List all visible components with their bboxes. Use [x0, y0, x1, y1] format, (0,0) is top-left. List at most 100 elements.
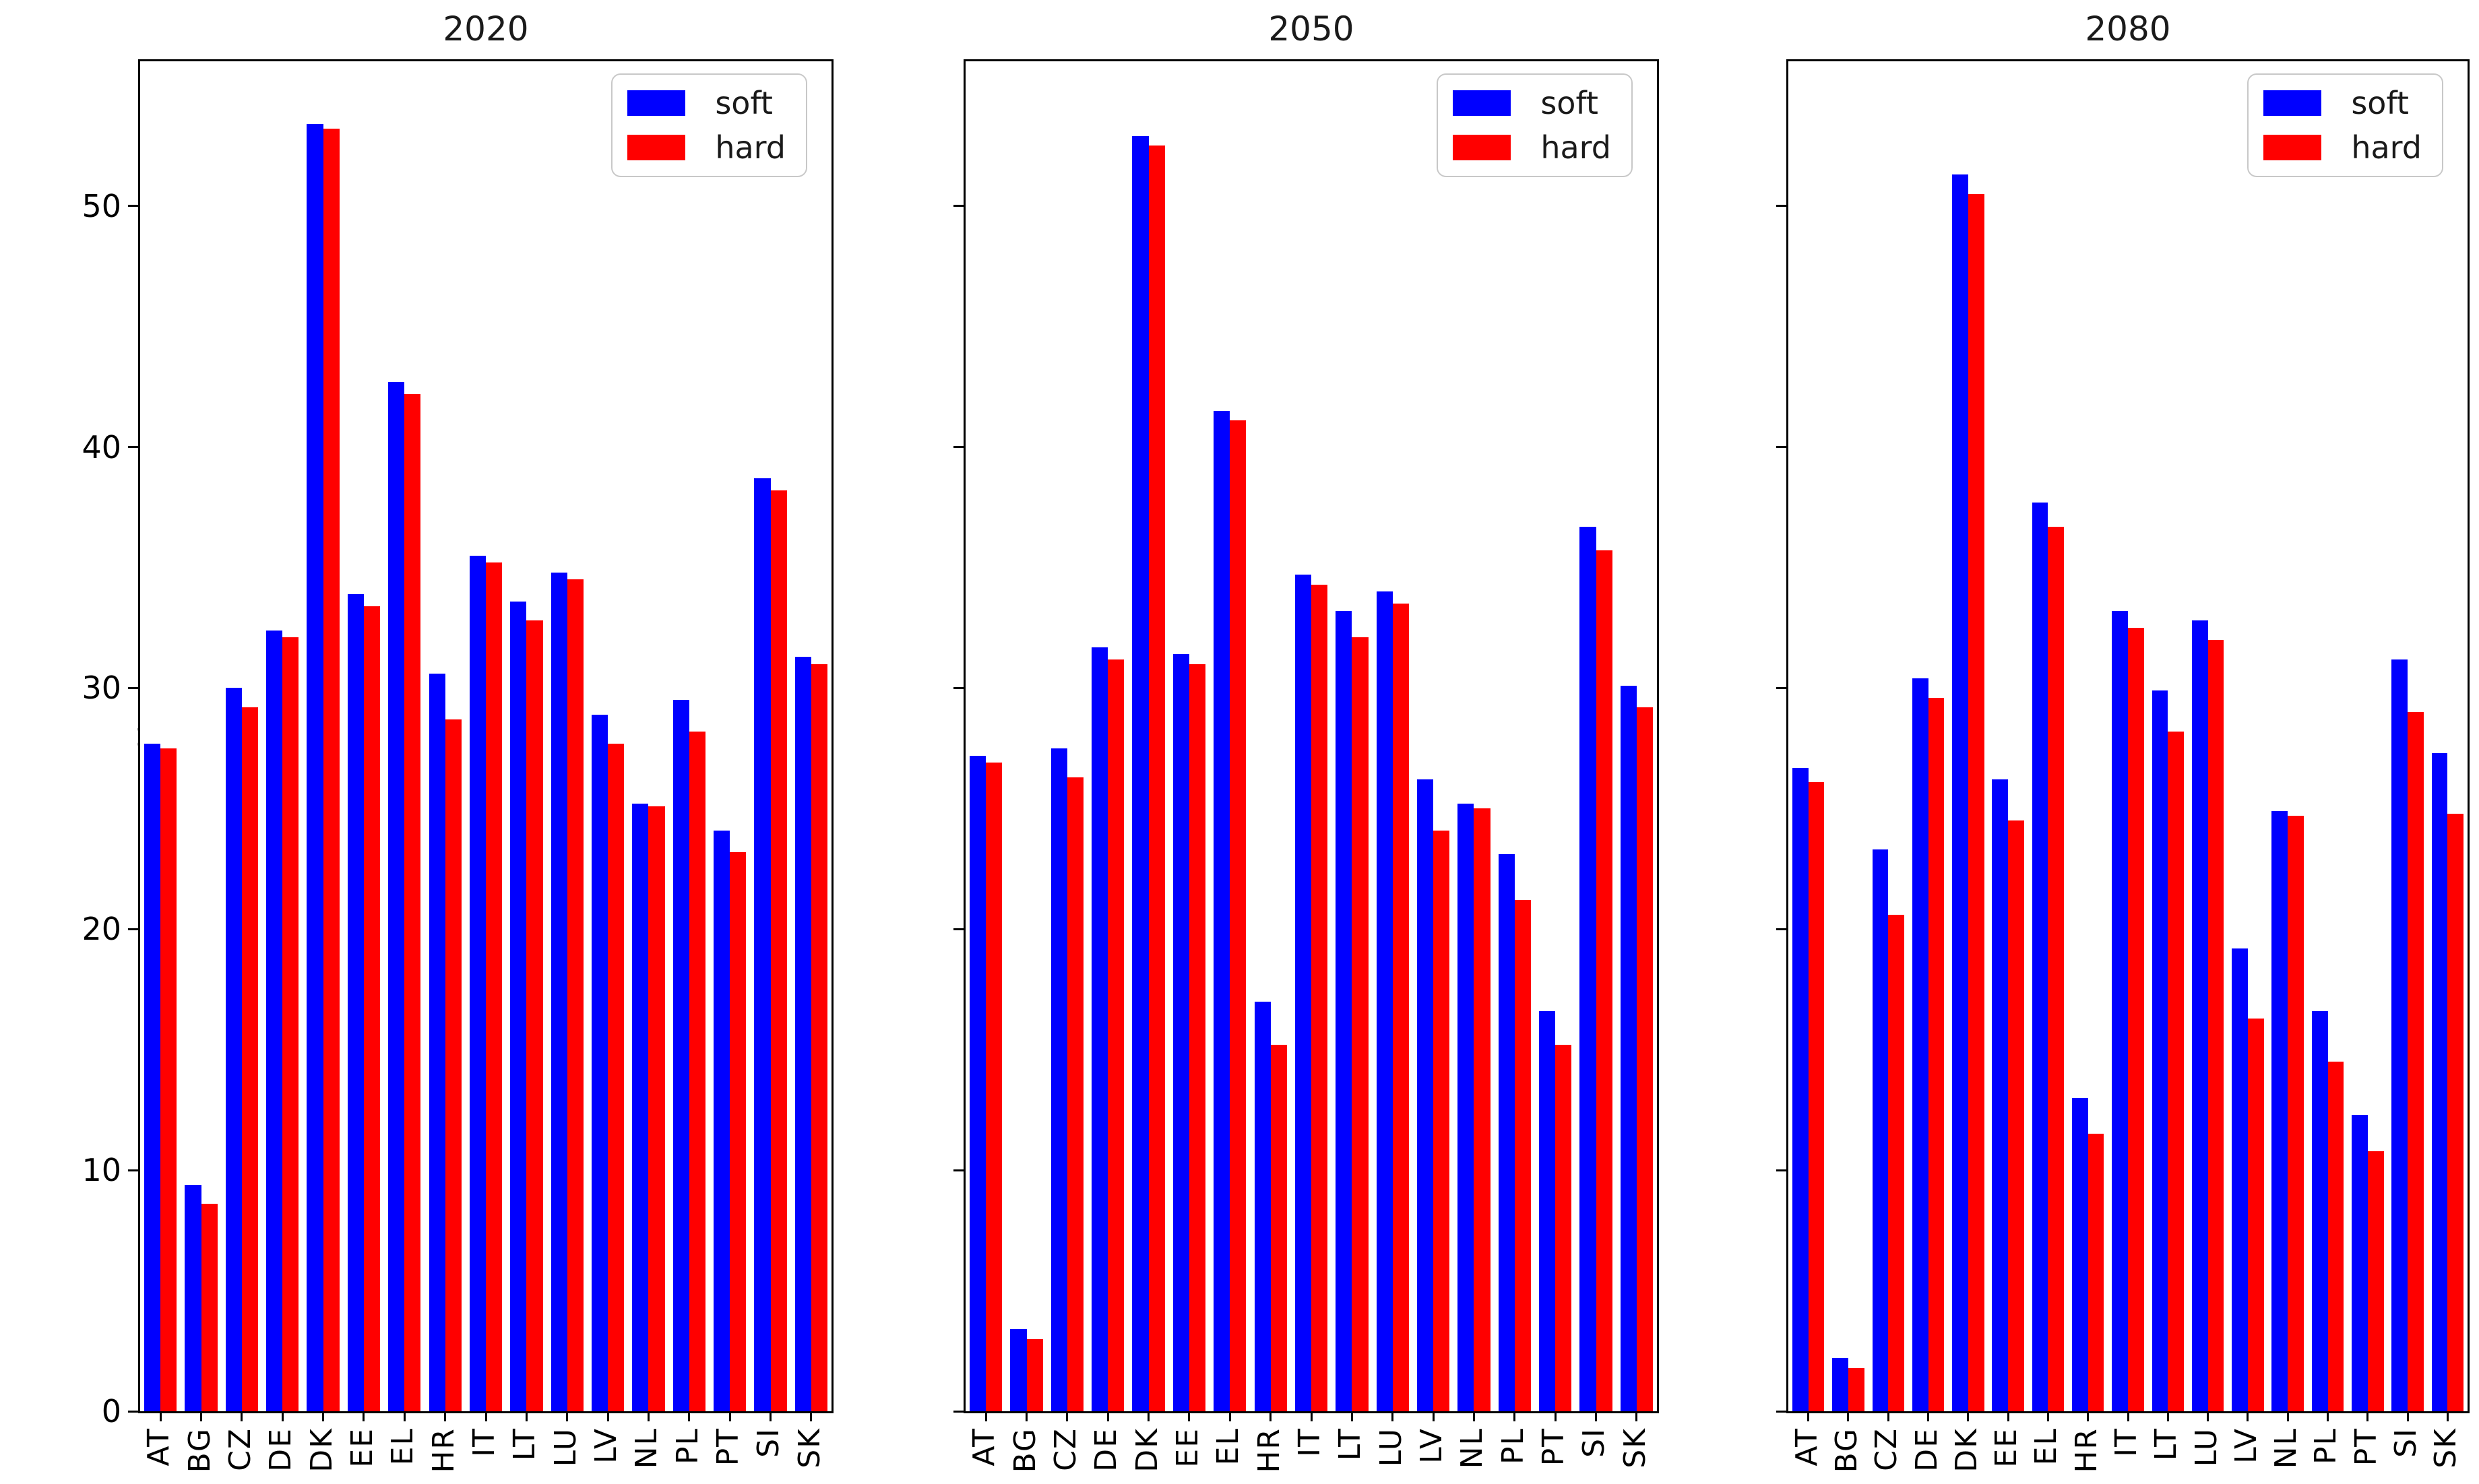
x-tick-label-el: EL	[2029, 1427, 2064, 1466]
y-tick-mark	[128, 1410, 138, 1413]
x-tick-label-at: AT	[1789, 1427, 1824, 1466]
y-tick-mark	[128, 1169, 138, 1171]
y-tick-mark	[953, 446, 964, 449]
bar-hard-pl	[2327, 1062, 2344, 1411]
x-tick-label-pl: PL	[670, 1427, 705, 1465]
plot-area: soft hard AT BG CZ DE DK EE EL HR IT LT LU LV NL PL PT…	[953, 59, 1659, 1473]
x-tick-label-lt: LT	[507, 1427, 542, 1461]
bar-soft-lu	[551, 572, 567, 1411]
subplot-title: 2080	[2085, 9, 2171, 49]
x-tick-mark	[1635, 1411, 1638, 1421]
bar-hard-it	[486, 562, 503, 1411]
bar-soft-lv	[1416, 779, 1434, 1411]
bar-soft-ee	[347, 593, 364, 1411]
x-tick-mark	[1188, 1411, 1191, 1421]
bar-group-el	[2028, 61, 2068, 1411]
y-tick-mark	[953, 1169, 964, 1171]
bar-group-pl	[1495, 61, 1535, 1411]
x-tick-label-hr: HR	[2069, 1427, 2104, 1473]
bar-hard-ee	[2008, 820, 2024, 1411]
y-tick-label: 40	[82, 428, 121, 465]
bar-hard-it	[2128, 627, 2144, 1411]
x-tick-label-cz: CZ	[222, 1427, 257, 1471]
x-tick-label-si: SI	[751, 1427, 786, 1458]
x-tick-label-ee: EE	[344, 1427, 379, 1468]
x-tick-label-de: DE	[1909, 1427, 1944, 1472]
bar-hard-ee	[363, 606, 381, 1411]
x-tick-label-lv: LV	[2228, 1427, 2263, 1464]
x-tick-mark	[1967, 1411, 1970, 1421]
legend: soft hard	[611, 73, 807, 177]
x-tick-mark	[606, 1411, 609, 1421]
bar-group-dk	[303, 61, 343, 1411]
bar-soft-lv	[2232, 948, 2248, 1411]
x-tick-mark	[2007, 1411, 2009, 1421]
bar-hard-at	[986, 763, 1003, 1411]
x-tick-label-si: SI	[1577, 1427, 1612, 1458]
bar-hard-pt	[730, 851, 747, 1411]
y-tick-mark	[1776, 205, 1786, 207]
bar-group-bg	[1828, 61, 1868, 1411]
legend-swatch-hard	[1453, 135, 1511, 160]
subplot-2080: 2080 soft hard AT BG CZ DE DK EE EL HR IT LT LU LV N…	[1776, 0, 2470, 1484]
bar-group-si	[1575, 61, 1616, 1411]
bar-hard-bg	[201, 1204, 218, 1411]
bar-soft-bg	[1832, 1358, 1848, 1411]
bar-hard-hr	[2088, 1134, 2104, 1411]
x-tick-label-lu: LU	[1373, 1427, 1408, 1467]
legend-row: hard	[2263, 130, 2422, 165]
bar-hard-lt	[526, 620, 543, 1411]
bar-group-pl	[669, 61, 710, 1411]
bar-group-cz	[1047, 61, 1088, 1411]
x-tick-label-pt: PT	[711, 1427, 746, 1466]
x-tick-label-pl: PL	[2309, 1427, 2344, 1465]
x-tick-label-at: AT	[142, 1427, 177, 1466]
y-tick-mark	[128, 446, 138, 449]
bar-soft-nl	[632, 804, 649, 1411]
x-tick-mark	[241, 1411, 243, 1421]
bar-soft-sk	[2431, 753, 2448, 1411]
x-tick-mark	[2286, 1411, 2289, 1421]
bar-hard-dk	[323, 129, 340, 1411]
x-tick-mark	[281, 1411, 284, 1421]
bar-group-de	[1088, 61, 1128, 1411]
bar-hard-dk	[1148, 146, 1165, 1411]
legend-swatch-hard	[627, 135, 686, 160]
x-tick-mark	[2087, 1411, 2090, 1421]
bar-hard-lu	[567, 579, 584, 1411]
bar-hard-si	[1596, 550, 1612, 1411]
bar-soft-el	[388, 381, 405, 1411]
bar-group-hr	[2068, 61, 2108, 1411]
bar-hard-de	[282, 637, 299, 1411]
bar-soft-si	[1579, 526, 1596, 1411]
x-tick-label-bg: BG	[1829, 1427, 1864, 1473]
bars-layer	[140, 61, 831, 1411]
bar-soft-lt	[1336, 610, 1352, 1411]
bar-hard-it	[1311, 584, 1328, 1411]
bar-hard-pl	[689, 731, 705, 1411]
bar-soft-lt	[510, 601, 527, 1411]
x-tick-mark	[1228, 1411, 1231, 1421]
x-tick-mark	[1927, 1411, 1930, 1421]
bar-group-cz	[1869, 61, 1908, 1411]
bar-hard-nl	[648, 806, 665, 1411]
legend-swatch-soft	[1453, 90, 1511, 116]
bar-soft-pt	[714, 830, 730, 1411]
bar-soft-pl	[672, 700, 689, 1411]
bar-group-bg	[1006, 61, 1046, 1411]
x-tick-mark	[1391, 1411, 1394, 1421]
bar-hard-bg	[1848, 1367, 1864, 1411]
bar-group-lu	[1373, 61, 1413, 1411]
bar-soft-hr	[1254, 1001, 1271, 1411]
x-tick-mark	[1148, 1411, 1150, 1421]
legend-swatch-soft	[2263, 90, 2322, 116]
bar-group-pt	[2348, 61, 2387, 1411]
bar-soft-cz	[1050, 748, 1067, 1411]
bar-group-de	[262, 61, 303, 1411]
bar-group-sk	[1617, 61, 1657, 1411]
bar-soft-sk	[794, 656, 811, 1411]
subplot-title: 2050	[1268, 9, 1354, 49]
bar-soft-dk	[1952, 174, 1968, 1411]
x-tick-label-ee: EE	[1170, 1427, 1205, 1468]
bar-group-at	[1788, 61, 1828, 1411]
